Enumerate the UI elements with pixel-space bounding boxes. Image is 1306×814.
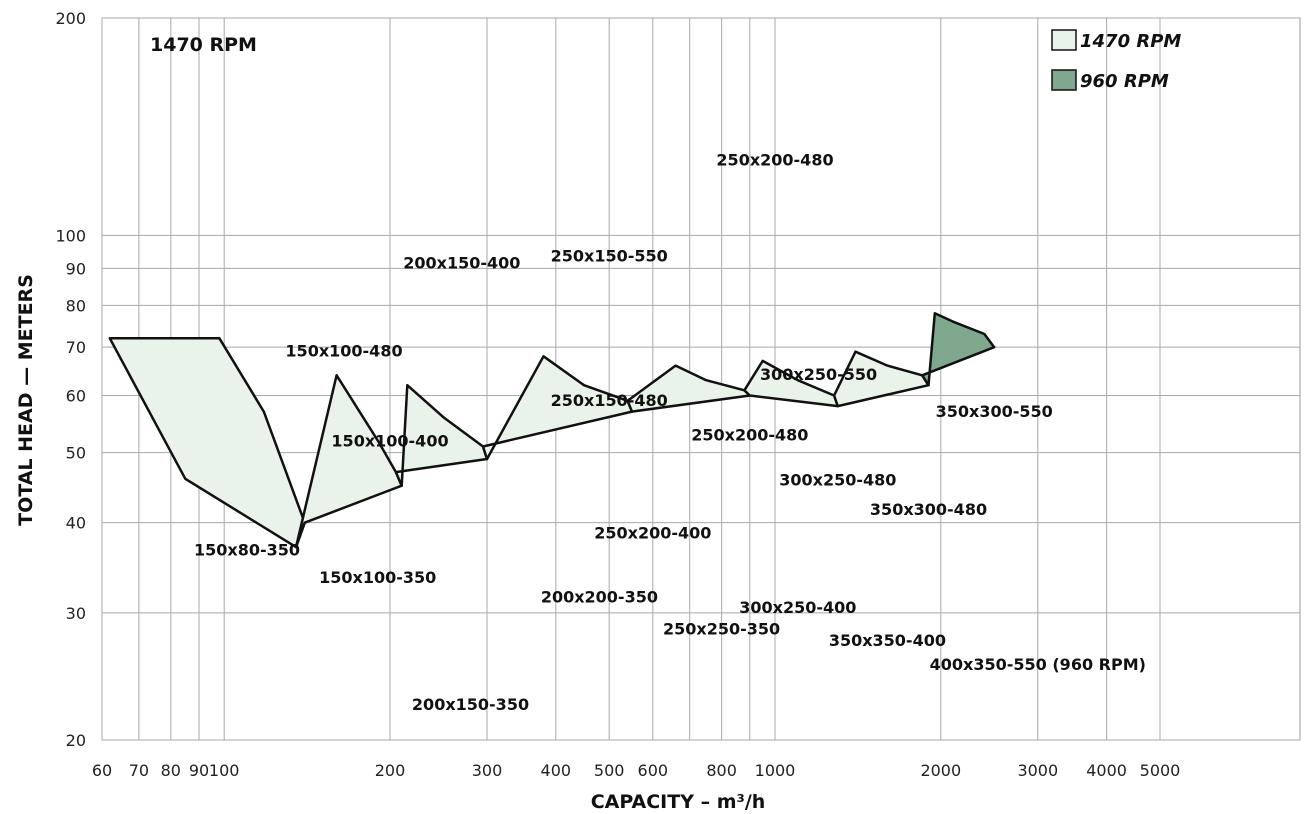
grid	[101, 17, 1301, 741]
x-tick-label: 600	[638, 761, 669, 780]
region-label: 250x200-480	[691, 425, 808, 444]
region-label: 300x250-480	[779, 471, 896, 490]
x-tick-label: 400	[541, 761, 572, 780]
region-label: 150x100-350	[319, 568, 436, 587]
y-tick-label: 70	[66, 338, 86, 357]
y-tick-label: 100	[55, 226, 86, 245]
x-tick-label: 800	[706, 761, 737, 780]
y-tick-labels: 20 30 40 50 60 70 80 90 100 200	[55, 9, 86, 750]
x-axis-title: CAPACITY – m³/h	[591, 791, 766, 813]
x-tick-label: 3000	[1017, 761, 1058, 780]
region-label: 250x150-550	[551, 247, 668, 266]
x-tick-label: 1000	[755, 761, 796, 780]
region-label: 250x200-400	[594, 524, 711, 543]
region-label: 200x150-350	[412, 695, 529, 714]
x-tick-label: 70	[129, 761, 149, 780]
x-tick-label: 90	[189, 761, 209, 780]
y-tick-label: 20	[66, 731, 86, 750]
region-label: 300x250-550	[760, 365, 877, 384]
y-tick-label: 50	[66, 444, 86, 463]
y-tick-label: 80	[66, 296, 86, 315]
region-label: 150x100-400	[331, 432, 448, 451]
y-tick-label: 30	[66, 604, 86, 623]
x-tick-label: 5000	[1140, 761, 1181, 780]
y-tick-label: 60	[66, 387, 86, 406]
region-label: 200x150-400	[403, 253, 520, 272]
x-tick-label: 80	[161, 761, 181, 780]
pump-region	[294, 374, 403, 549]
region-label: 150x80-350	[194, 541, 300, 560]
region-label: 350x300-550	[936, 402, 1053, 421]
x-tick-label: 2000	[920, 761, 961, 780]
x-tick-label: 100	[209, 761, 240, 780]
region-label: 200x200-350	[541, 588, 658, 607]
region-label: 350x300-480	[870, 500, 987, 519]
y-tick-label: 40	[66, 514, 86, 533]
x-tick-label: 500	[594, 761, 625, 780]
pump-regions	[108, 312, 996, 549]
region-label: 400x350-550 (960 RPM)	[930, 655, 1146, 674]
region-label: 150x100-480	[285, 341, 402, 360]
x-tick-labels: 60 70 80 90 100 200 300 400 500 600 800 1000 2000 300…	[92, 761, 1181, 780]
region-label: 300x250-400	[739, 598, 856, 617]
chart-title: 1470 RPM	[150, 34, 257, 56]
x-tick-label: 60	[92, 761, 112, 780]
legend-swatch-1470	[1051, 29, 1077, 51]
legend-label-1470: 1470 RPM	[1080, 31, 1181, 52]
y-tick-label: 200	[55, 9, 86, 28]
x-tick-label: 4000	[1086, 761, 1127, 780]
legend-label-960: 960 RPM	[1080, 71, 1169, 92]
x-tick-label: 200	[375, 761, 406, 780]
x-tick-label: 300	[472, 761, 503, 780]
legend-swatch-960	[1051, 69, 1077, 91]
y-axis-title: TOTAL HEAD — METERS	[15, 274, 37, 526]
region-label: 350x350-400	[829, 631, 946, 650]
legend: 1470 RPM 960 RPM	[1051, 29, 1181, 92]
pump-region	[920, 312, 996, 387]
y-tick-label: 90	[66, 259, 86, 278]
region-label: 250x250-350	[663, 620, 780, 639]
region-label: 250x200-480	[716, 150, 833, 169]
region-label: 250x150-480	[551, 391, 668, 410]
region-labels: 250x200-480 200x150-400 250x150-550 150x100…	[194, 150, 1146, 714]
